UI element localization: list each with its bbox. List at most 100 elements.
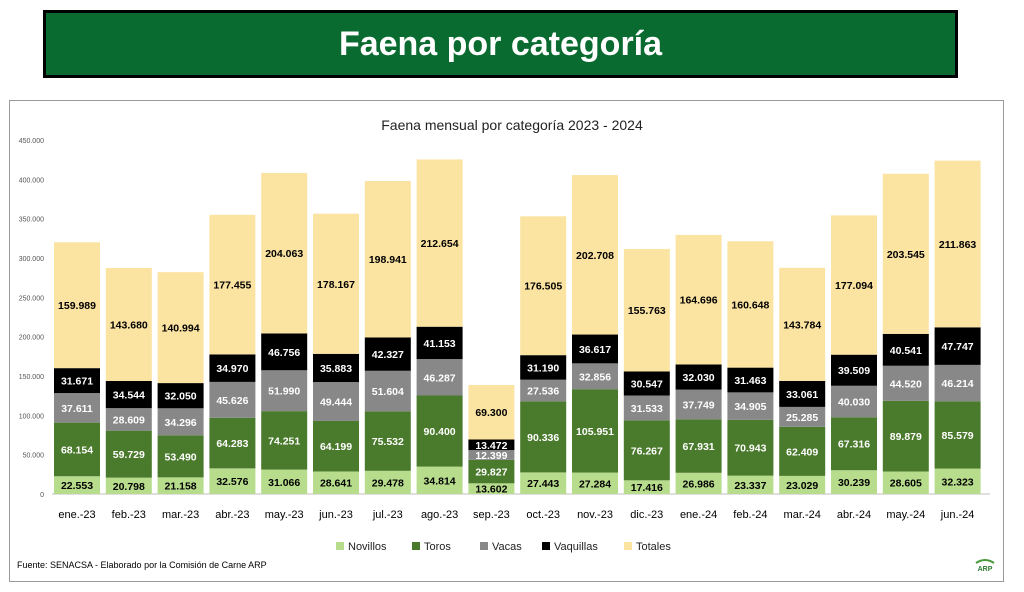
bar-segment [831,470,877,494]
data-label: 35.883 [320,363,352,375]
bar-segment [209,468,256,494]
data-label: 42.327 [372,349,404,361]
bar-segment [54,242,100,369]
x-tick-label: jun.-23 [318,509,353,521]
data-label: 75.532 [372,436,404,448]
bar-segment [313,420,359,472]
bar-segment [157,383,204,409]
data-label: 198.941 [369,254,407,266]
bar-segment [727,392,774,420]
data-label: 140.994 [162,323,200,335]
data-label: 20.798 [113,481,145,493]
data-label: 31.463 [734,375,766,387]
bar-segment [831,385,877,418]
legend-swatch [624,542,632,550]
data-label: 25.285 [786,412,818,424]
data-label: 27.443 [527,478,559,490]
legend-label: Totales [636,541,671,553]
x-tick-label: ene.-23 [58,509,95,521]
bar-segment [261,333,308,371]
legend-label: Novillos [348,541,387,553]
source-note: Fuente: SENACSA - Elaborado por la Comis… [17,560,267,570]
data-label: 45.626 [216,395,248,407]
bar-segment [675,364,722,390]
data-label: 64.283 [216,438,248,450]
data-label: 46.214 [942,378,974,390]
data-label: 155.763 [628,305,666,317]
bar-segment [572,363,618,390]
bar-segment [572,389,618,473]
bar-segment [157,435,204,478]
data-label: 29.827 [475,467,507,479]
legend: Novillos Toros Vacas Vaquillas Totales [336,541,671,553]
data-label: 211.863 [939,239,977,251]
bar-segment [157,477,204,494]
bar-segment [416,359,463,396]
x-tick-label: jul.-23 [372,509,403,521]
bar-segment [831,215,877,355]
x-tick-label: may.-23 [265,509,304,521]
bar-segment [105,267,152,381]
data-label: 30.239 [838,477,870,489]
legend-label: Vacas [492,541,522,553]
data-label: 143.784 [783,319,821,331]
data-label: 164.696 [680,295,718,307]
bar-segment [882,333,929,366]
bar-segment [727,367,774,393]
x-tick-label: feb.-23 [112,509,146,521]
bar-segment [831,417,877,471]
arp-logo: ARP [975,559,995,573]
legend-swatch [336,542,344,550]
data-label: 27.536 [527,386,559,398]
bar-segment [934,160,981,328]
data-label: 39.509 [838,365,870,377]
data-label: 34.970 [216,363,248,375]
y-tick-label: 400.000 [19,177,44,184]
bar-segment [209,381,256,418]
data-label: 51.990 [268,386,300,398]
data-label: 51.604 [372,386,404,398]
bar-segment [727,475,774,494]
data-label: 33.061 [786,389,818,401]
bar-segment [520,355,567,380]
y-tick-label: 0 [40,492,44,499]
data-label: 26.986 [683,478,715,490]
bar-segment [468,459,515,484]
x-tick-label: jun.-24 [940,509,975,521]
data-label: 31.533 [631,403,663,415]
data-label: 12.399 [475,450,507,462]
data-label: 90.336 [527,432,559,444]
data-label: 32.030 [683,372,715,384]
data-label: 89.879 [890,431,922,443]
data-label: 204.063 [265,248,303,260]
bar-segment [261,172,308,334]
bar-segment [882,365,929,401]
data-label: 53.490 [165,451,197,463]
data-label: 203.545 [887,249,925,261]
legend-label: Vaquillas [554,541,598,553]
data-label: 31.671 [61,376,93,388]
bar-segment [105,408,152,431]
bar-segment [313,213,359,354]
bar-segment [157,408,204,436]
y-tick-label: 100.000 [19,413,44,420]
bar-segment [364,180,411,338]
data-label: 40.541 [890,345,922,357]
data-label: 27.284 [579,478,611,490]
data-label: 143.680 [110,319,148,331]
x-tick-label: oct.-23 [526,509,560,521]
bar-segment [313,353,359,383]
data-label: 74.251 [268,435,300,447]
bar-segment [105,430,152,478]
bar-segment [882,173,929,334]
data-label: 160.648 [731,299,769,311]
bar-segment [779,406,826,427]
data-label: 44.520 [890,378,922,390]
data-label: 62.409 [786,446,818,458]
bar-segment [313,471,359,494]
data-label: 212.654 [421,238,459,250]
bar-segment [727,241,774,368]
data-label: 28.641 [320,478,352,490]
bar-segment [572,334,618,364]
x-tick-label: dic.-23 [630,509,663,521]
